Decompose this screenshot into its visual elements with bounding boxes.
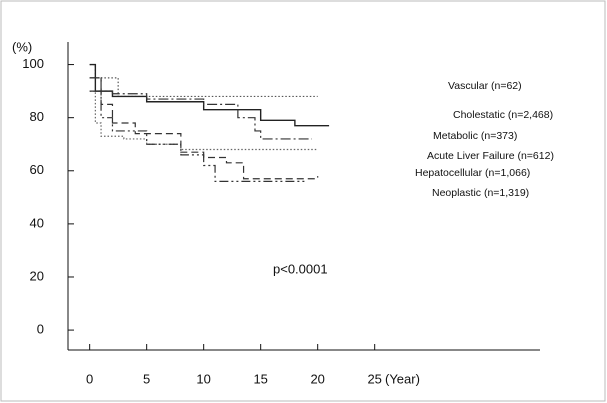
series-label: Cholestatic (n=2,468) <box>453 109 553 121</box>
x-tick-label: 5 <box>143 371 150 386</box>
x-tick-label: 0 <box>86 371 93 386</box>
survival-curve <box>89 77 312 140</box>
annotation: p<0.0001 <box>273 261 328 276</box>
survival-curve <box>89 90 318 151</box>
y-tick-label: 100 <box>22 56 44 71</box>
series-label: Vascular (n=62) <box>448 80 522 92</box>
survival-curve <box>89 63 318 98</box>
y-tick-label: 40 <box>30 215 44 230</box>
y-unit-label: (%) <box>12 39 32 54</box>
survival-curve <box>89 90 307 182</box>
series-label: Hepatocellular (n=1,066) <box>415 167 530 179</box>
x-tick-label: 15 <box>253 371 267 386</box>
series-label: Acute Liver Failure (n=612) <box>427 150 554 162</box>
series-label: Metabolic (n=373) <box>433 130 517 142</box>
y-tick-label: 20 <box>30 268 44 283</box>
y-tick-label: 0 <box>37 322 44 337</box>
x-axis-label: (Year) <box>385 371 420 386</box>
x-tick-label: 20 <box>310 371 324 386</box>
x-tick-label: 10 <box>196 371 210 386</box>
survival-curve <box>89 63 330 127</box>
y-tick-label: 80 <box>30 109 44 124</box>
y-tick-label: 60 <box>30 162 44 177</box>
series-label: Neoplastic (n=1,319) <box>432 187 529 199</box>
survival-curve <box>89 77 319 180</box>
x-tick-label: 25 <box>367 371 381 386</box>
